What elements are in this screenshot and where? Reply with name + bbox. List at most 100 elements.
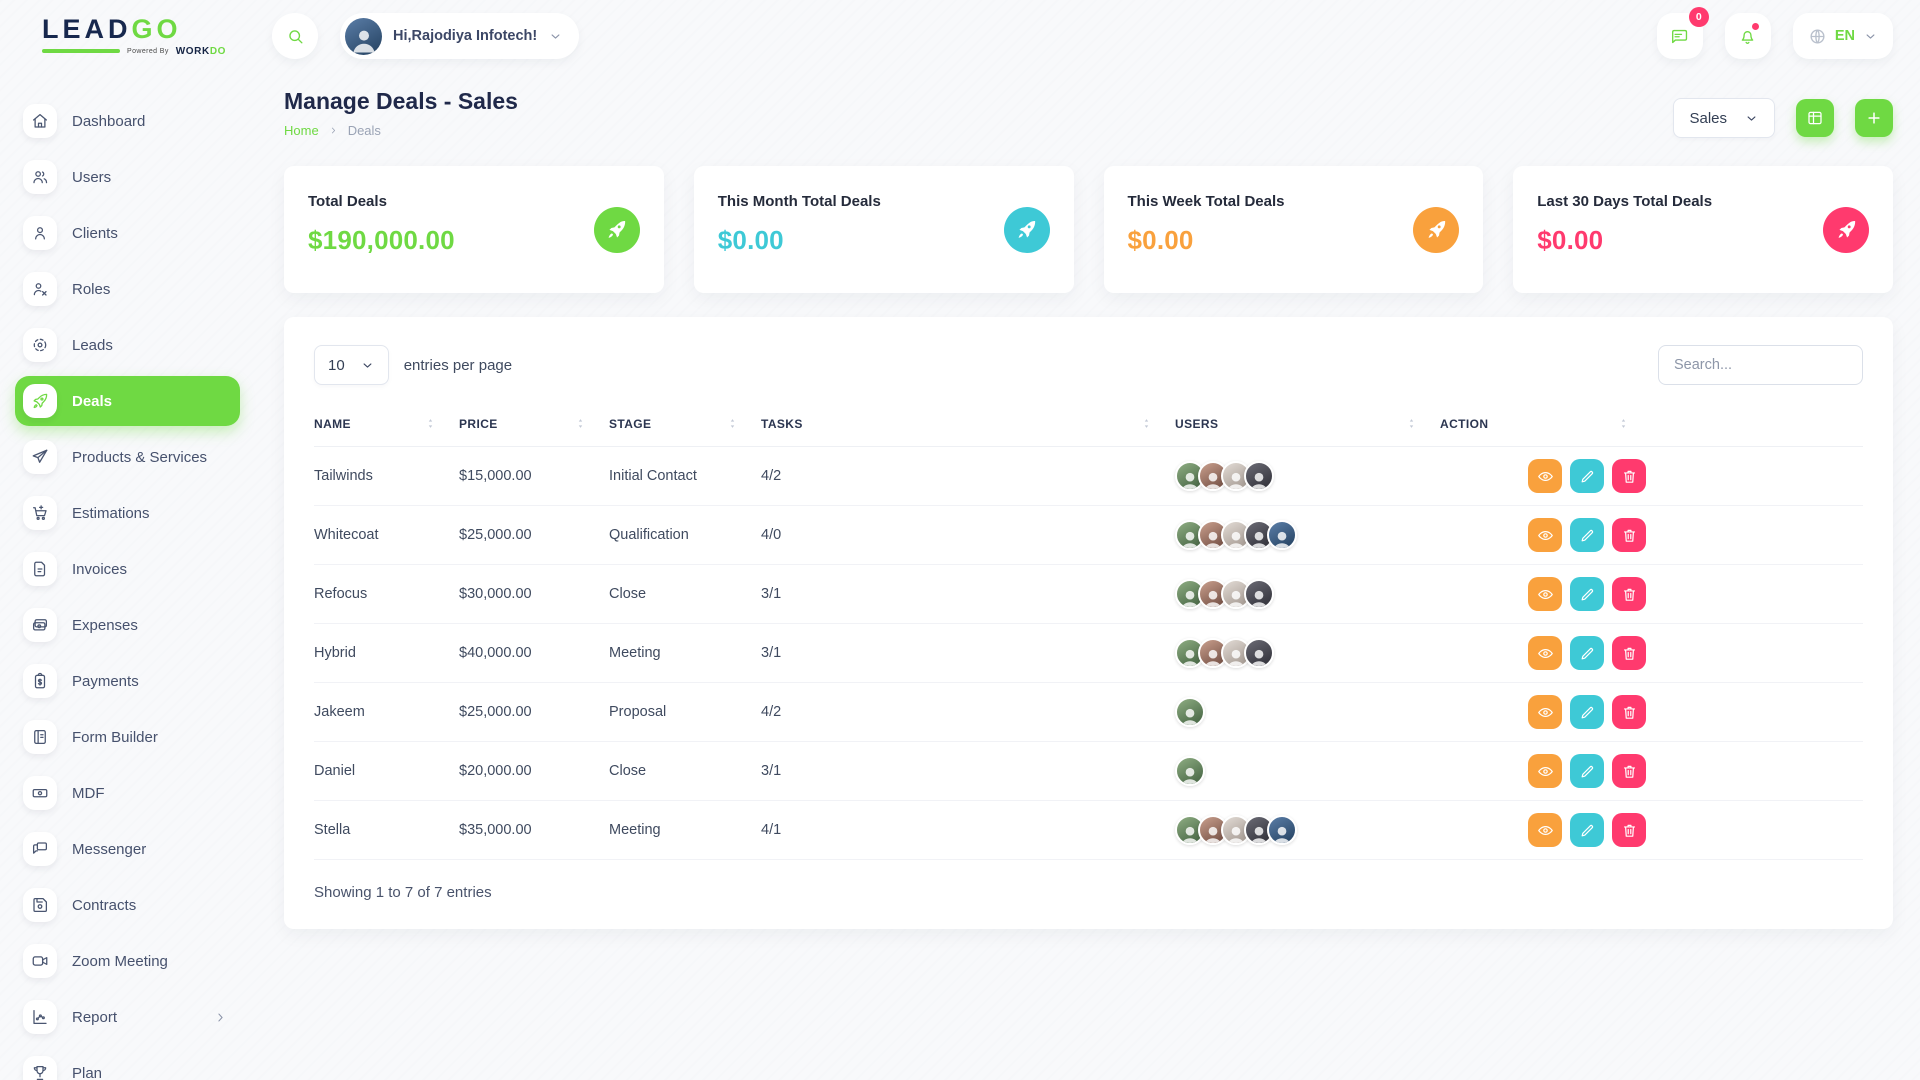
edit-button[interactable] — [1570, 636, 1604, 670]
add-deal-button[interactable] — [1855, 99, 1893, 137]
breadcrumb-home-link[interactable]: Home — [284, 123, 319, 138]
deal-price: $25,000.00 — [459, 527, 532, 543]
pipeline-select[interactable]: Sales — [1673, 98, 1775, 138]
trophy-icon — [23, 1056, 57, 1080]
view-button[interactable] — [1528, 754, 1562, 788]
stat-card-title: Total Deals — [308, 193, 387, 210]
user-menu[interactable]: Hi,Rajodiya Infotech! — [340, 13, 580, 59]
sidebar-item-clients[interactable]: Clients — [15, 208, 240, 258]
deal-actions — [1440, 636, 1652, 670]
column-header-tasks[interactable]: TASKS — [761, 417, 1175, 431]
sort-icon[interactable] — [726, 417, 739, 430]
brand-logo[interactable]: LEADGO Powered By WORKDO — [42, 15, 250, 57]
delete-button[interactable] — [1612, 636, 1646, 670]
chevron-down-icon — [1744, 111, 1759, 126]
table-search-input[interactable] — [1658, 345, 1863, 385]
stat-card-amount: $190,000.00 — [308, 225, 455, 255]
avatar — [1175, 697, 1205, 727]
view-button[interactable] — [1528, 636, 1562, 670]
deal-users — [1175, 520, 1440, 550]
edit-button[interactable] — [1570, 813, 1604, 847]
sidebar-item-estimations[interactable]: Estimations — [15, 488, 240, 538]
edit-button[interactable] — [1570, 754, 1604, 788]
column-header-name[interactable]: NAME — [314, 417, 459, 431]
entries-per-page-select[interactable]: 10 — [314, 345, 389, 385]
messages-icon — [1670, 27, 1689, 46]
column-header-action[interactable]: ACTION — [1440, 417, 1652, 431]
view-button[interactable] — [1528, 459, 1562, 493]
deal-price: $15,000.00 — [459, 468, 532, 484]
deal-name: Daniel — [314, 763, 356, 779]
sort-icon[interactable] — [1405, 417, 1418, 430]
table-body: Tailwinds $15,000.00 Initial Contact 4/2 Whi… — [314, 447, 1863, 860]
stat-card-title: This Week Total Deals — [1127, 193, 1285, 210]
sort-icon[interactable] — [424, 417, 437, 430]
edit-button[interactable] — [1570, 459, 1604, 493]
delete-button[interactable] — [1612, 695, 1646, 729]
sidebar-item-expenses[interactable]: Expenses — [15, 600, 240, 650]
column-header-label: ACTION — [1440, 416, 1489, 431]
breadcrumb-current: Deals — [347, 123, 381, 138]
search-button[interactable] — [272, 13, 318, 59]
deal-price: $25,000.00 — [459, 704, 532, 720]
grid-icon — [1806, 109, 1824, 127]
deal-stage: Meeting — [609, 645, 661, 661]
column-header-stage[interactable]: STAGE — [609, 417, 761, 431]
edit-button[interactable] — [1570, 695, 1604, 729]
sidebar-item-messenger[interactable]: Messenger — [15, 824, 240, 874]
sidebar-item-invoices[interactable]: Invoices — [15, 544, 240, 594]
column-header-users[interactable]: USERS — [1175, 417, 1440, 431]
deal-actions — [1440, 577, 1652, 611]
sidebar-item-users[interactable]: Users — [15, 152, 240, 202]
sidebar-item-contracts[interactable]: Contracts — [15, 880, 240, 930]
deal-actions — [1440, 813, 1652, 847]
sidebar-item-label: Roles — [72, 280, 111, 298]
delete-button[interactable] — [1612, 577, 1646, 611]
page-title: Manage Deals - Sales — [284, 88, 518, 114]
messages-button[interactable]: 0 — [1656, 7, 1709, 59]
table-row: Stella $35,000.00 Meeting 4/1 — [314, 801, 1863, 860]
notifications-button[interactable] — [1724, 13, 1771, 59]
sidebar-item-label: Form Builder — [72, 728, 158, 746]
sort-icon[interactable] — [1140, 417, 1153, 430]
sidebar-item-report[interactable]: Report — [15, 992, 240, 1042]
deal-tasks: 3/1 — [761, 763, 782, 779]
avatar — [345, 17, 382, 55]
table-footer: Showing 1 to 7 of 7 entries — [314, 884, 492, 901]
delete-button[interactable] — [1612, 754, 1646, 788]
column-header-price[interactable]: PRICE — [459, 417, 609, 431]
sidebar-item-deals[interactable]: Deals — [15, 376, 240, 426]
deal-actions — [1440, 518, 1652, 552]
edit-button[interactable] — [1570, 518, 1604, 552]
view-button[interactable] — [1528, 518, 1562, 552]
breadcrumb: Home Deals — [284, 123, 518, 138]
deal-name: Stella — [314, 822, 351, 838]
sidebar-item-label: Expenses — [72, 616, 138, 634]
sidebar-item-mdf[interactable]: MDF — [15, 768, 240, 818]
edit-button[interactable] — [1570, 577, 1604, 611]
delete-button[interactable] — [1612, 813, 1646, 847]
sidebar-item-dashboard[interactable]: Dashboard — [15, 96, 240, 146]
delete-button[interactable] — [1612, 459, 1646, 493]
view-button[interactable] — [1528, 813, 1562, 847]
sidebar-item-plan[interactable]: Plan — [15, 1048, 240, 1080]
sidebar-item-products-services[interactable]: Products & Services — [15, 432, 240, 482]
sidebar-item-label: Estimations — [72, 504, 150, 522]
language-selector[interactable]: EN — [1792, 13, 1893, 59]
sidebar-item-payments[interactable]: Payments — [15, 656, 240, 706]
sidebar-item-leads[interactable]: Leads — [15, 320, 240, 370]
deal-stage: Qualification — [609, 527, 689, 543]
chart-icon — [23, 1000, 57, 1034]
deal-stage: Meeting — [609, 822, 661, 838]
view-button[interactable] — [1528, 577, 1562, 611]
deal-tasks: 4/2 — [761, 468, 782, 484]
delete-button[interactable] — [1612, 518, 1646, 552]
sidebar-item-zoom-meeting[interactable]: Zoom Meeting — [15, 936, 240, 986]
sort-icon[interactable] — [574, 417, 587, 430]
view-button[interactable] — [1528, 695, 1562, 729]
deal-users — [1175, 579, 1440, 609]
sidebar-item-form-builder[interactable]: Form Builder — [15, 712, 240, 762]
sidebar-item-roles[interactable]: Roles — [15, 264, 240, 314]
kanban-view-button[interactable] — [1796, 99, 1834, 137]
sort-icon[interactable] — [1617, 417, 1630, 430]
